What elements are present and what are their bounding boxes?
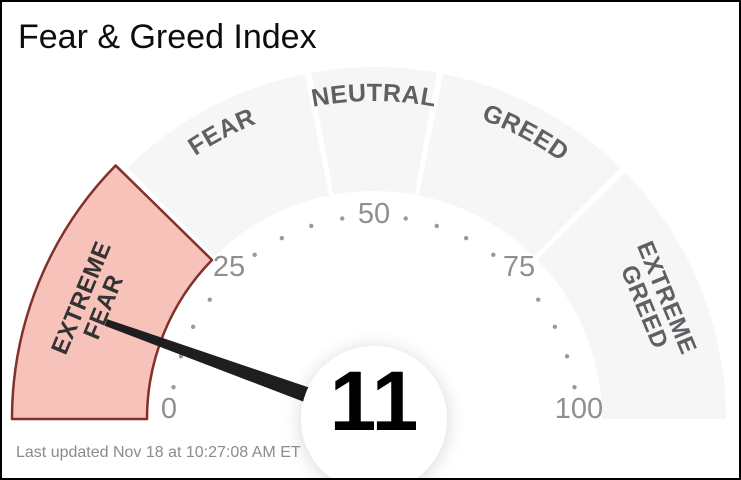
axis-number-100: 100 — [555, 393, 603, 425]
gauge-segments — [10, 67, 726, 421]
axis-number-75: 75 — [503, 251, 535, 283]
segment-extreme-fear — [10, 164, 214, 421]
segment-neutral — [311, 67, 437, 195]
axis-number-50: 50 — [358, 198, 390, 230]
segment-fear — [127, 73, 330, 257]
gauge-hub — [301, 346, 447, 478]
segment-greed — [418, 73, 621, 257]
gauge-axis-numbers: 0 25 50 75 100 — [161, 198, 603, 425]
segment-extreme-greed — [536, 172, 726, 419]
gauge-value: 11 — [330, 354, 419, 448]
gauge-tick-dots — [171, 216, 577, 390]
page-title: Fear & Greed Index — [18, 18, 317, 56]
last-updated-text: Last updated Nov 18 at 10:27:08 AM ET — [16, 444, 301, 461]
axis-number-25: 25 — [213, 251, 245, 283]
axis-number-0: 0 — [161, 393, 177, 425]
